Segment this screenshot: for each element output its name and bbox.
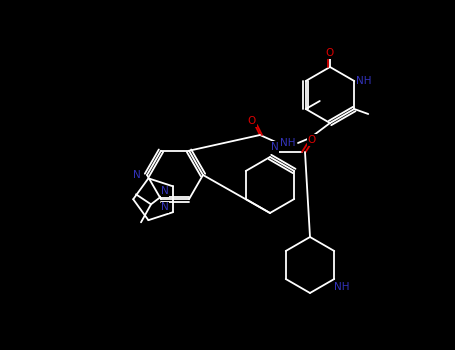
Text: O: O bbox=[308, 135, 316, 145]
Text: NH: NH bbox=[334, 282, 350, 292]
Text: O: O bbox=[326, 48, 334, 58]
Text: N: N bbox=[133, 170, 141, 180]
Text: N: N bbox=[161, 186, 169, 196]
Text: NH: NH bbox=[357, 76, 372, 86]
Text: NH: NH bbox=[280, 138, 296, 148]
Text: O: O bbox=[248, 116, 256, 126]
Text: N: N bbox=[271, 142, 279, 152]
Text: N: N bbox=[161, 202, 169, 212]
